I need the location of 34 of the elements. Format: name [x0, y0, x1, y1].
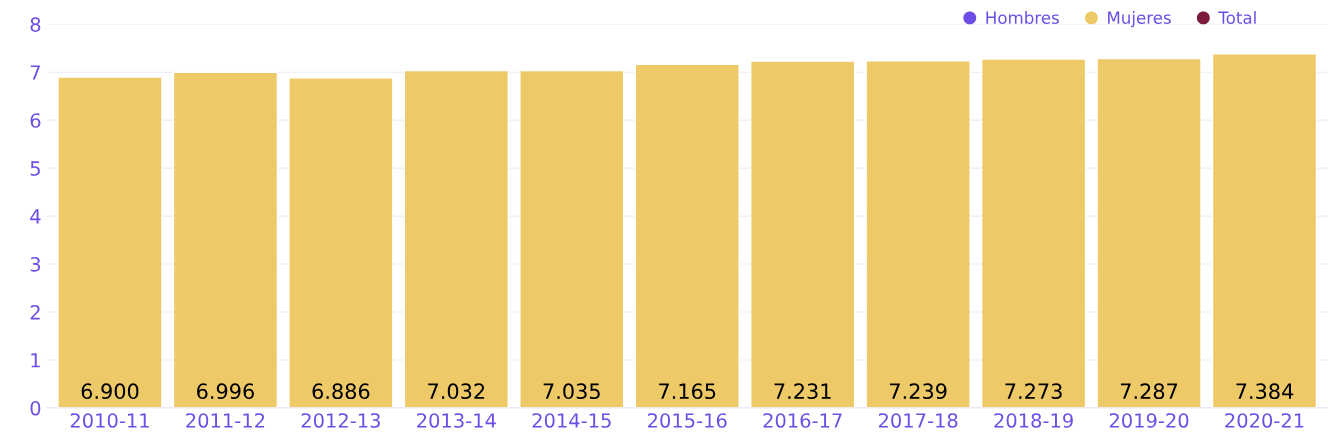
data-label: 7.384	[1236, 383, 1294, 400]
data-label: 7.035	[543, 383, 600, 400]
x-tick-label: 2016-17	[763, 413, 842, 428]
data-label: 6.996	[197, 383, 254, 400]
data-label: 7.032	[428, 383, 485, 400]
y-tick-label: 1	[31, 353, 40, 368]
data-label: 7.287	[1120, 383, 1178, 400]
y-tick-label: 7	[30, 65, 40, 80]
x-tick-label: 2014-15	[532, 413, 611, 428]
y-tick-label: 5	[30, 161, 40, 176]
x-tick-label: 2020-21	[1225, 413, 1304, 428]
y-tick-label: 4	[30, 209, 41, 224]
y-tick-label: 3	[30, 257, 41, 272]
x-tick-label: 2012-13	[301, 413, 380, 428]
y-tick-label: 8	[30, 17, 41, 32]
x-tick-label: 2010-11	[70, 413, 149, 428]
x-tick-label: 2013-14	[417, 413, 496, 428]
x-tick-label: 2019-20	[1109, 413, 1189, 428]
x-tick-label: 2015-16	[648, 413, 727, 428]
x-tick-label: 2018-19	[994, 413, 1073, 428]
legend-label: Hombres	[986, 11, 1059, 24]
y-tick-label: 6	[30, 113, 41, 128]
data-label: 7.239	[890, 383, 947, 400]
data-label: 7.165	[659, 383, 716, 400]
data-label: 6.900	[81, 383, 139, 400]
series-label: Mujeres	[1108, 11, 1171, 28]
legend-label: Total	[1218, 11, 1256, 24]
x-tick-label: 2017-18	[878, 413, 958, 428]
x-tick-label: 2011-12	[186, 413, 265, 428]
data-label: 7.273	[1005, 383, 1062, 400]
data-label: 6.886	[312, 383, 370, 400]
y-tick-label: 0	[30, 400, 41, 416]
y-tick-label: 2	[30, 304, 40, 320]
data-label: 7.231	[774, 383, 831, 400]
